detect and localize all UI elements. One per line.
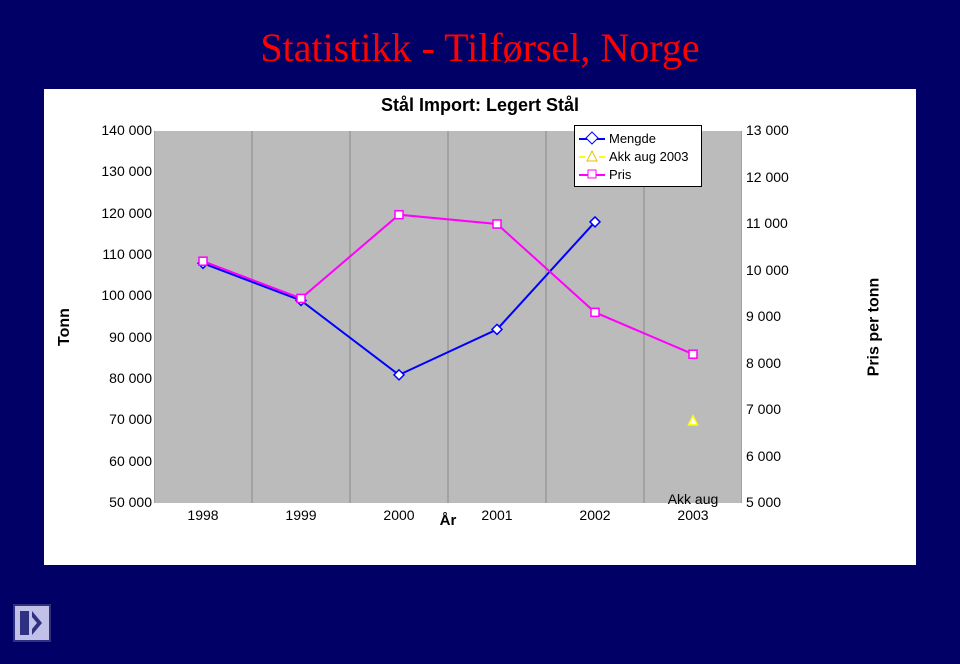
y-tick-right: 10 000	[746, 262, 806, 278]
y-tick-right: 11 000	[746, 215, 806, 231]
legend-item-akk: Akk aug 2003	[579, 147, 697, 165]
y-tick-left: 140 000	[82, 122, 152, 138]
y-tick-left: 70 000	[82, 411, 152, 427]
logo-icon	[12, 603, 52, 648]
slide-title: Statistikk - Tilførsel, Norge	[38, 24, 922, 71]
y-tick-left: 80 000	[82, 370, 152, 386]
legend: Mengde Akk aug 2003 Pris	[574, 125, 702, 187]
legend-label: Mengde	[609, 131, 656, 146]
chart-container: Stål Import: Legert Stål Tonn Pris per t…	[44, 89, 916, 565]
legend-item-pris: Pris	[579, 165, 697, 183]
footer-val: 26,4	[592, 630, 702, 656]
footer-val: -0,6	[702, 630, 812, 656]
y-axis-left-label: Tonn	[56, 308, 74, 346]
y-tick-left: 120 000	[82, 205, 152, 221]
y-tick-left: 110 000	[82, 246, 152, 262]
y-tick-left: 50 000	[82, 494, 152, 510]
y-tick-right: 5 000	[746, 494, 806, 510]
footer-row: %-vis endring i tonn -7,8 -18,0 13,9 26,…	[44, 630, 812, 656]
slide-root: Statistikk - Tilførsel, Norge Stål Impor…	[0, 0, 960, 664]
y-tick-right: 13 000	[746, 122, 806, 138]
legend-item-mengde: Mengde	[579, 129, 697, 147]
y-tick-right: 9 000	[746, 308, 806, 324]
footer-val: -18,0	[372, 630, 482, 656]
y-tick-right: 6 000	[746, 448, 806, 464]
y-tick-left: 90 000	[82, 329, 152, 345]
y-tick-right: 8 000	[746, 355, 806, 371]
chart-subtitle: Stål Import: Legert Stål	[44, 95, 916, 116]
y-tick-left: 130 000	[82, 163, 152, 179]
footer-val: -7,8	[262, 630, 372, 656]
footer-val: 13,9	[482, 630, 592, 656]
y-tick-left: 100 000	[82, 287, 152, 303]
footer-label: %-vis endring i tonn	[44, 630, 262, 656]
y-tick-left: 60 000	[82, 453, 152, 469]
y-tick-right: 7 000	[746, 401, 806, 417]
legend-label: Akk aug 2003	[609, 149, 689, 164]
x-axis-label: År	[154, 512, 742, 529]
y-axis-right-label: Pris per tonn	[866, 278, 884, 377]
y-tick-right: 12 000	[746, 169, 806, 185]
legend-label: Pris	[609, 167, 631, 182]
